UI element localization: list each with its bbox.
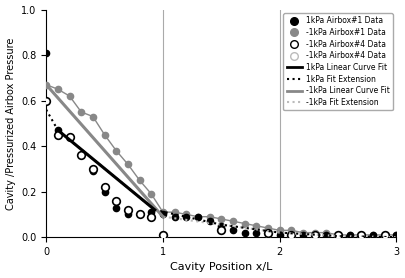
Y-axis label: Cavity /Pressurized Airbox Pressure: Cavity /Pressurized Airbox Pressure (6, 37, 15, 210)
X-axis label: Cavity Position x/L: Cavity Position x/L (170, 262, 273, 272)
Legend: 1kPa Airbox#1 Data, -1kPa Airbox#1 Data, -1kPa Airbox#4 Data, -1kPa Airbox#4 Dat: 1kPa Airbox#1 Data, -1kPa Airbox#1 Data,… (284, 13, 392, 110)
